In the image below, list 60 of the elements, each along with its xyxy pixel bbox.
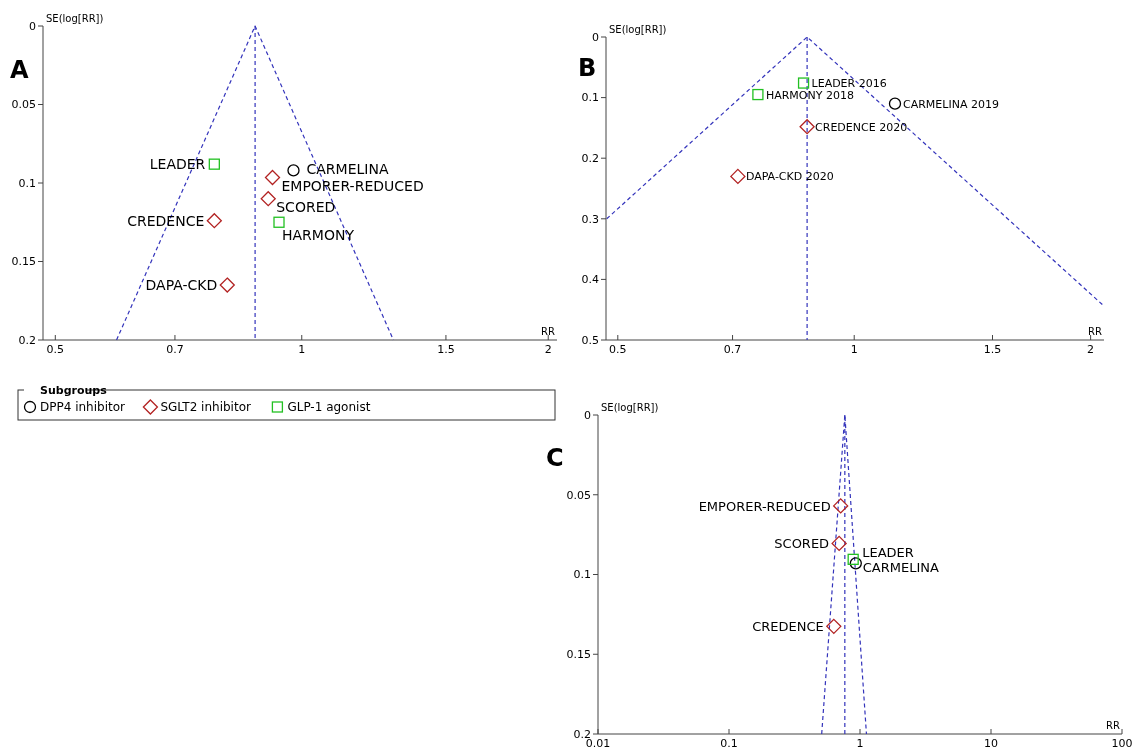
annotation: SCORED: [276, 198, 336, 215]
x-tick-label: 0.01: [585, 737, 611, 749]
text: B: [578, 54, 597, 82]
annotation: HARMONY: [282, 227, 355, 244]
y-tick-label: 0.15: [566, 648, 591, 662]
annotation: LEADER: [862, 545, 914, 561]
x-tick-label: 1.5: [437, 343, 455, 356]
annotation: SCORED: [774, 536, 830, 552]
x-axis-title: RR: [1106, 720, 1121, 731]
annotation: CREDENCE 2020: [815, 120, 908, 134]
y-tick-label: 0.2: [581, 152, 599, 166]
x-tick-label: 2: [544, 343, 552, 356]
x-tick-label: 1.5: [983, 343, 1002, 356]
x-axis-title: RR: [1088, 326, 1103, 337]
y-tick-label: 0.05: [11, 98, 36, 112]
x-tick-label: 0.5: [46, 343, 65, 356]
y-tick-label: 0.1: [573, 568, 591, 582]
annotation: LEADER 2016: [811, 77, 887, 91]
y-axis-title: SE(log[RR]): [46, 13, 104, 24]
y-axis-title: SE(log[RR]): [609, 24, 667, 35]
annotation: EMPORER-REDUCED: [698, 498, 831, 514]
annotation: CREDENCE: [127, 212, 205, 229]
y-axis-title: SE(log[RR]): [601, 402, 659, 413]
legend-label: GLP-1 agonist: [287, 400, 371, 414]
y-tick-label: 0.15: [11, 255, 36, 269]
y-tick-label: 0.1: [18, 176, 36, 190]
y-tick-label: 0.3: [581, 212, 599, 226]
annotation: CREDENCE: [752, 619, 824, 635]
x-tick-label: 1: [850, 343, 858, 356]
y-tick-label: 0: [592, 30, 599, 44]
x-tick-label: 10: [984, 737, 998, 749]
annotation: CARMELINA 2019: [902, 97, 999, 111]
y-tick-label: 0.4: [581, 273, 599, 287]
x-tick-label: 2: [1087, 343, 1095, 356]
x-tick-label: 0.5: [609, 343, 627, 356]
annotation: CARMELINA: [862, 560, 940, 576]
legend-title: Subgroups: [40, 384, 108, 397]
x-tick-label: 1: [298, 343, 306, 356]
annotation: LEADER: [149, 156, 206, 173]
legend-label: SGLT2 inhibitor: [160, 400, 252, 414]
text: C: [546, 444, 564, 472]
x-tick-label: 1: [856, 737, 864, 749]
annotation: EMPORER-REDUCED: [281, 177, 424, 194]
x-tick-label: 0.1: [720, 737, 738, 749]
y-tick-label: 0.1: [581, 91, 599, 105]
y-tick-label: 0.05: [566, 488, 591, 502]
x-axis-title: RR: [541, 326, 556, 337]
legend-label: DPP4 inhibitor: [40, 400, 126, 414]
x-tick-label: 100: [1111, 737, 1133, 749]
x-tick-label: 0.7: [723, 343, 742, 356]
y-tick-label: 0: [584, 408, 591, 422]
annotation: DAPA-CKD 2020: [745, 170, 834, 184]
x-tick-label: 0.7: [166, 343, 184, 356]
y-tick-label: 0.2: [18, 333, 36, 347]
annotation: CARMELINA: [306, 161, 389, 178]
y-tick-label: 0.5: [581, 333, 599, 347]
y-tick-label: 0: [29, 19, 36, 33]
annotation: HARMONY 2018: [765, 88, 854, 102]
text: A: [10, 56, 29, 84]
annotation: DAPA-CKD: [145, 277, 218, 294]
